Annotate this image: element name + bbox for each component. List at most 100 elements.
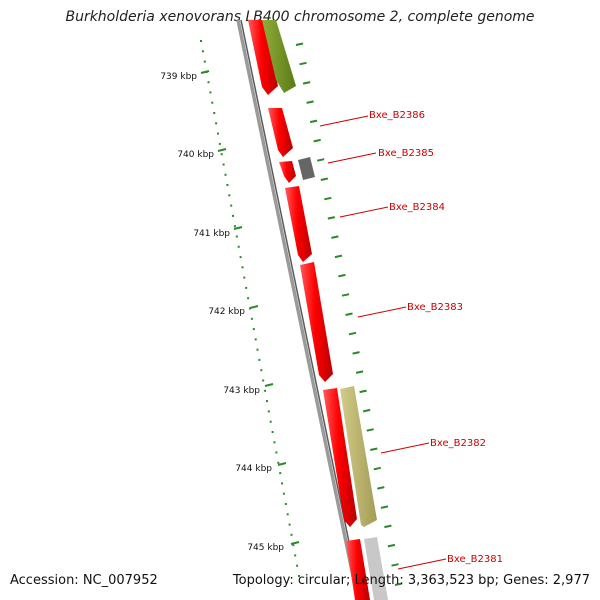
guide-dash <box>331 235 339 239</box>
gene-label-b2386: Bxe_B2386 <box>319 110 425 127</box>
guide-dash <box>366 428 374 432</box>
gene-arrow-olive[interactable] <box>262 20 296 93</box>
ruler-tick-745: 745 kbp <box>247 541 300 553</box>
gene-block-light[interactable] <box>364 537 388 600</box>
ruler-tick-740: 740 kbp <box>177 148 227 160</box>
gene-arrow[interactable] <box>279 161 296 183</box>
guide-dash <box>299 61 307 66</box>
ruler-dot <box>228 194 231 197</box>
ruler-dot <box>230 204 233 207</box>
ruler-dot <box>286 513 289 516</box>
ruler-dot <box>249 307 251 310</box>
ruler-dot <box>233 225 236 228</box>
genome-stats-label: Topology: circular; Length: 3,363,523 bp… <box>232 573 590 588</box>
ruler-dot <box>224 173 227 176</box>
guide-dash <box>355 370 364 374</box>
ruler-dot <box>218 142 221 145</box>
guide-dash <box>391 563 399 567</box>
gene-block-gray[interactable] <box>298 157 315 180</box>
ruler-dot <box>262 379 265 382</box>
ruler-dot <box>282 492 285 495</box>
ruler-dot <box>226 184 229 186</box>
ruler-dot <box>290 533 293 536</box>
gene-label-text: Bxe_B2385 <box>378 148 434 159</box>
gene-label-b2383: Bxe_B2383 <box>357 302 463 318</box>
ruler-dot <box>201 50 204 53</box>
gene-arrow[interactable] <box>285 186 312 262</box>
ruler-dot <box>232 214 234 217</box>
kbp-label: 741 kbp <box>193 229 230 239</box>
kbp-label: 739 kbp <box>160 72 197 82</box>
ruler-dot <box>264 389 267 392</box>
ruler-dot <box>254 338 257 341</box>
ruler-dot <box>284 503 287 505</box>
ruler-dot <box>250 317 253 320</box>
guide-dash <box>302 81 311 85</box>
guide-dash <box>377 486 385 490</box>
ruler-dot <box>288 523 291 526</box>
guide-dash <box>384 524 392 529</box>
guide-dash <box>320 177 329 181</box>
guide-dash <box>313 138 321 143</box>
guide-dash <box>387 543 396 548</box>
ruler-dot <box>243 276 246 279</box>
ruler-dot <box>237 245 240 248</box>
ruler-dot <box>241 266 244 269</box>
gene-label-text: Bxe_B2383 <box>407 302 463 313</box>
ruler-dot <box>292 544 295 547</box>
backbone-line <box>236 19 360 600</box>
ruler-dot <box>239 256 242 259</box>
ruler-dot <box>215 122 218 125</box>
gene-arrow[interactable] <box>323 388 357 527</box>
gene-arrow[interactable] <box>248 20 278 95</box>
ruler-dot <box>269 420 272 423</box>
guide-dash <box>352 351 360 355</box>
ruler-dot <box>267 410 270 413</box>
kbp-label: 740 kbp <box>177 150 214 160</box>
gene-arrow-khaki[interactable] <box>340 386 377 527</box>
ruler-dot <box>294 554 297 557</box>
ruler-dot <box>298 575 300 577</box>
ruler-dot <box>222 163 225 166</box>
ruler-dot <box>271 431 274 433</box>
ruler-dot <box>279 472 282 475</box>
gene-label-text: Bxe_B2386 <box>369 110 425 121</box>
guide-dash <box>295 42 304 46</box>
guide-dash <box>338 273 346 278</box>
gene-arrow[interactable] <box>346 539 370 600</box>
gene-label-b2385: Bxe_B2385 <box>327 148 434 164</box>
ruler-dot <box>256 348 259 351</box>
guide-dash <box>373 466 382 471</box>
gene-label-text: Bxe_B2382 <box>430 438 486 449</box>
ruler-dot <box>211 101 214 104</box>
ruler-tick-743: 743 kbp <box>223 383 274 396</box>
gene-arrow[interactable] <box>300 262 333 382</box>
guide-dash <box>370 447 378 451</box>
ruler-tick-741: 741 kbp <box>193 226 243 239</box>
gene-arrow[interactable] <box>268 108 293 157</box>
guide-dash <box>345 312 353 316</box>
ruler-tick-742: 742 kbp <box>208 305 259 317</box>
guide-dash <box>380 505 389 509</box>
ruler-dot <box>217 132 219 135</box>
ruler-dot <box>235 235 238 238</box>
ruler-dot <box>275 451 278 454</box>
guide-dash <box>334 254 343 259</box>
ruler-dot <box>220 153 223 156</box>
guide-dash <box>324 196 332 201</box>
gene-label-b2382: Bxe_B2382 <box>380 438 486 454</box>
gene-label-b2384: Bxe_B2384 <box>339 202 445 218</box>
ruler-dot <box>213 112 216 114</box>
ruler-dot <box>273 441 276 444</box>
kbp-label: 744 kbp <box>235 464 272 474</box>
guide-dash <box>362 408 371 413</box>
guide-dash <box>309 119 318 124</box>
ruler-dot <box>260 369 263 372</box>
ruler-dot <box>245 286 248 289</box>
ruler-dot <box>281 482 283 485</box>
ruler-tick-739: 739 kbp <box>160 70 210 82</box>
accession-label: Accession: NC_007952 <box>10 573 158 588</box>
gene-label-text: Bxe_B2384 <box>389 202 445 213</box>
gene-label-b2381: Bxe_B2381 <box>397 554 503 570</box>
guide-dash <box>306 100 314 104</box>
